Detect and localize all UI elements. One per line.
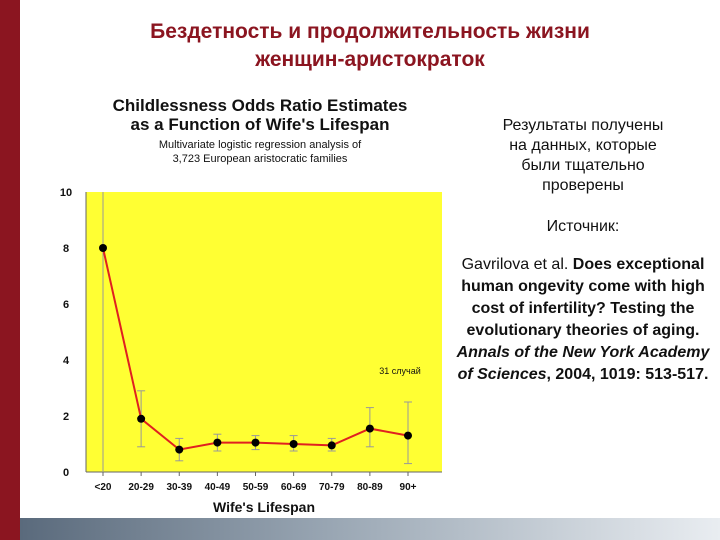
x-tick-label: <20 xyxy=(95,482,112,493)
data-point xyxy=(99,244,107,252)
odds-ratio-chart: 0 2 4 6 8 10 <20 20-29 30-39 40-49 50-59 60-69 70-7… xyxy=(60,187,442,515)
citation-journal: Annals of the New York Academy of Scienc… xyxy=(456,344,710,383)
citation-authors: Gavrilova et al. xyxy=(461,256,569,273)
chart-subtitle-line-2: 3,723 European aristocratic families xyxy=(172,153,348,165)
data-point xyxy=(213,438,222,447)
y-tick-label: 2 xyxy=(63,411,69,423)
y-tick-label: 10 xyxy=(60,187,72,199)
citation-title: Does exceptional human ongevity come wit… xyxy=(461,256,705,339)
results-note-line-1: Результаты получены xyxy=(502,117,664,134)
chart-subtitle: Multivariate logistic regression analysi… xyxy=(60,138,460,166)
x-tick-label: 70-79 xyxy=(319,482,345,493)
citation-details: , 2004, 1019: 513-517. xyxy=(546,366,709,383)
slide-title: Бездетность и продолжительность жизни же… xyxy=(60,18,680,74)
y-tick-label: 8 xyxy=(63,243,69,255)
x-tick-label: 60-69 xyxy=(281,482,307,493)
results-note-line-4: проверены xyxy=(542,177,624,194)
data-point xyxy=(251,438,260,447)
bottom-gradient-bar xyxy=(20,518,720,540)
slide-title-line-1: Бездетность и продолжительность жизни xyxy=(150,20,590,43)
chart-title: Childlessness Odds Ratio Estimates as a … xyxy=(60,96,460,134)
chart-axes xyxy=(85,192,442,473)
chart-title-line-2: as a Function of Wife's Lifespan xyxy=(130,115,390,134)
data-point xyxy=(365,424,374,433)
x-tick-label: 50-59 xyxy=(243,482,269,493)
plot-area xyxy=(86,192,442,472)
chart-title-line-1: Childlessness Odds Ratio Estimates xyxy=(112,96,408,115)
chart-annotation: 31 случай xyxy=(379,366,420,376)
slide-title-line-2: женщин-аристократок xyxy=(255,48,485,71)
data-point xyxy=(404,431,412,440)
x-axis-ticks: <20 20-29 30-39 40-49 50-59 60-69 70-79 80-89 90… xyxy=(95,472,417,493)
data-point xyxy=(137,414,146,423)
results-note-line-2: на данных, которые xyxy=(509,137,657,154)
x-tick-label: 40-49 xyxy=(205,482,231,493)
citation: Gavrilova et al. Does exceptional human … xyxy=(452,254,714,386)
y-tick-label: 4 xyxy=(63,355,70,367)
y-axis-ticks: 0 2 4 6 8 10 xyxy=(60,187,72,479)
x-tick-label: 90+ xyxy=(400,482,417,493)
results-note: Результаты получены на данных, которые б… xyxy=(458,116,708,196)
y-tick-label: 0 xyxy=(63,467,69,479)
x-tick-label: 20-29 xyxy=(128,482,154,493)
data-point xyxy=(175,445,184,454)
source-label: Источник: xyxy=(546,218,620,235)
left-accent-bar xyxy=(0,0,20,540)
chart-subtitle-line-1: Multivariate logistic regression analysi… xyxy=(158,139,362,151)
y-tick-label: 6 xyxy=(63,299,69,311)
data-point xyxy=(327,441,336,450)
x-tick-label: 30-39 xyxy=(166,482,192,493)
results-note-line-3: были тщательно xyxy=(521,157,645,174)
x-axis-label: Wife's Lifespan xyxy=(213,499,315,515)
x-tick-label: 80-89 xyxy=(357,482,383,493)
data-point xyxy=(289,440,298,448)
data-points xyxy=(99,244,412,454)
